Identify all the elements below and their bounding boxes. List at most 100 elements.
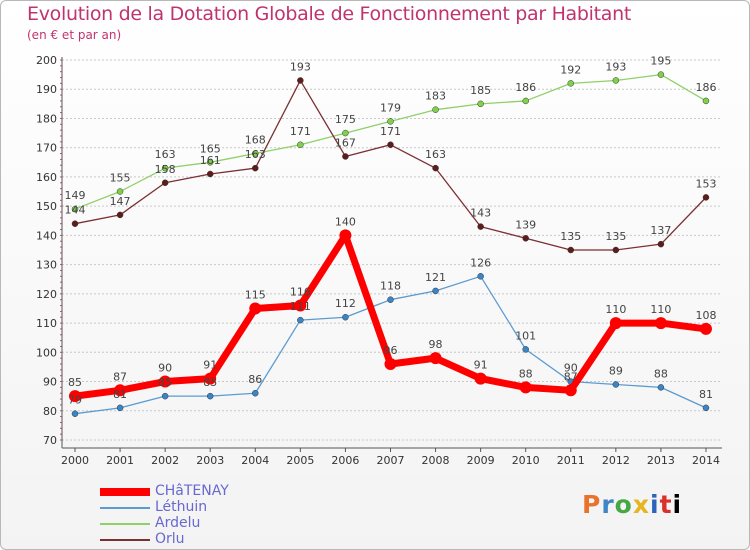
y-tick-label: 130: [36, 259, 57, 272]
data-label-lethuin: 101: [515, 329, 536, 342]
data-label-ardelu: 186: [515, 81, 536, 94]
data-point-lethuin: [387, 296, 394, 303]
data-point-chatenay: [564, 384, 577, 397]
data-point-chatenay: [609, 317, 622, 330]
x-tick-label: 2014: [692, 454, 720, 467]
y-tick-label: 120: [36, 288, 57, 301]
data-point-ardelu: [702, 97, 710, 105]
y-tick-label: 170: [36, 142, 57, 155]
data-point-lethuin: [477, 273, 484, 280]
data-point-lethuin: [612, 381, 620, 388]
logo-letter: r: [601, 490, 615, 519]
data-point-lethuin: [297, 316, 304, 324]
y-tick-label: 110: [36, 317, 57, 330]
data-point-orlu: [702, 194, 710, 201]
y-tick-label: 200: [36, 54, 57, 67]
x-tick-label: 2004: [241, 454, 269, 467]
data-label-lethuin: 126: [470, 256, 491, 269]
data-point-ardelu: [657, 71, 665, 78]
data-point-chatenay: [204, 372, 217, 385]
data-point-ardelu: [612, 77, 620, 84]
x-tick-label: 2013: [647, 454, 675, 467]
data-label-lethuin: 85: [203, 376, 217, 389]
chart-title: Evolution de la Dotation Globale de Fonc…: [27, 3, 632, 25]
y-tick-label: 150: [36, 200, 57, 213]
data-point-orlu: [297, 77, 304, 84]
legend-swatch-orlu: [100, 539, 150, 541]
data-point-orlu: [252, 164, 259, 172]
data-point-lethuin: [252, 389, 259, 397]
data-point-orlu: [612, 246, 620, 254]
data-label-orlu: 158: [155, 163, 176, 176]
data-point-chatenay: [699, 322, 712, 335]
data-point-orlu: [477, 223, 484, 230]
data-label-chatenay: 116: [290, 286, 311, 299]
data-label-orlu: 143: [470, 207, 491, 220]
data-label-ardelu: 183: [425, 90, 446, 103]
data-label-ardelu: 195: [650, 55, 671, 68]
logo-letter: i: [672, 490, 683, 519]
data-point-chatenay: [114, 384, 127, 397]
data-label-orlu: 161: [200, 154, 221, 167]
data-label-lethuin: 90: [564, 362, 578, 375]
data-point-lethuin: [71, 410, 79, 417]
data-label-lethuin: 121: [425, 271, 446, 284]
logo-letter: P: [582, 490, 602, 519]
data-label-lethuin: 81: [699, 388, 713, 401]
data-label-chatenay: 110: [650, 303, 671, 316]
data-label-ardelu: 192: [560, 63, 581, 76]
data-point-orlu: [567, 246, 575, 254]
data-point-orlu: [206, 170, 214, 178]
data-point-orlu: [342, 153, 349, 160]
data-point-lethuin: [342, 313, 349, 321]
data-label-ardelu: 175: [335, 113, 356, 126]
data-label-ardelu: 179: [380, 101, 401, 114]
x-tick-label: 2003: [196, 454, 224, 467]
data-point-ardelu: [71, 205, 79, 213]
data-point-orlu: [71, 220, 79, 227]
y-tick-label: 80: [43, 405, 57, 418]
data-point-lethuin: [657, 384, 665, 391]
data-label-orlu: 163: [425, 148, 446, 161]
data-label-chatenay: 96: [383, 344, 397, 357]
data-label-chatenay: 88: [519, 367, 533, 380]
data-point-chatenay: [474, 372, 487, 385]
y-tick-label: 160: [36, 171, 57, 184]
legend-swatch-lethuin: [100, 507, 150, 509]
x-tick-label: 2002: [151, 454, 179, 467]
legend-label: Léthuin: [155, 499, 208, 515]
data-label-ardelu: 155: [110, 172, 131, 185]
legend-swatch-ardelu: [100, 523, 150, 525]
data-point-chatenay: [69, 390, 81, 403]
data-label-lethuin: 88: [654, 367, 668, 380]
data-point-ardelu: [567, 80, 575, 87]
data-label-ardelu: 171: [290, 125, 311, 138]
data-label-orlu: 147: [110, 195, 131, 208]
data-label-ardelu: 168: [245, 134, 266, 147]
data-point-ardelu: [387, 118, 394, 125]
logo-letter: t: [659, 490, 673, 519]
y-tick-label: 100: [36, 346, 57, 359]
legend-label: CHâTENAY: [155, 483, 229, 499]
data-point-ardelu: [522, 97, 529, 105]
data-point-orlu: [161, 179, 169, 187]
data-point-ardelu: [432, 106, 439, 113]
data-label-chatenay: 115: [245, 288, 266, 301]
data-label-orlu: 139: [515, 218, 536, 231]
data-label-chatenay: 85: [68, 376, 82, 389]
data-point-chatenay: [384, 358, 397, 370]
data-label-chatenay: 108: [695, 309, 716, 322]
data-point-orlu: [522, 235, 529, 242]
y-tick-label: 140: [36, 229, 57, 242]
data-point-lethuin: [116, 404, 124, 412]
x-tick-label: 2000: [61, 454, 89, 467]
data-label-lethuin: 112: [335, 297, 356, 310]
data-point-ardelu: [116, 188, 124, 195]
data-label-chatenay: 87: [564, 370, 578, 383]
data-label-chatenay: 91: [474, 359, 488, 372]
data-label-orlu: 137: [650, 224, 671, 237]
data-point-ardelu: [252, 150, 259, 157]
proxiti-logo: Proxiti: [582, 490, 682, 519]
data-label-lethuin: 86: [248, 373, 262, 386]
